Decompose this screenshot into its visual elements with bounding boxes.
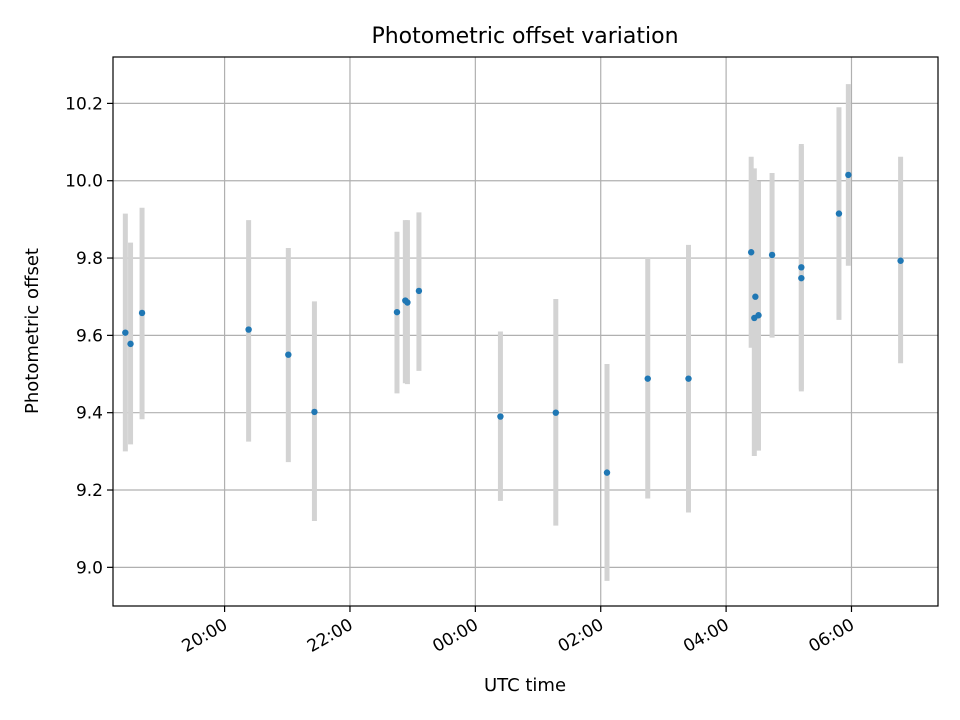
- y-tick-label: 10.2: [65, 94, 103, 114]
- data-point: [122, 329, 129, 336]
- data-point: [497, 413, 504, 420]
- y-tick-label: 9.0: [76, 558, 103, 578]
- y-tick-label: 10.0: [65, 172, 103, 192]
- data-point: [835, 210, 843, 217]
- data-point: [747, 249, 755, 256]
- data-point: [752, 293, 759, 300]
- data-point: [311, 408, 318, 416]
- data-point: [245, 326, 252, 333]
- data-point: [404, 299, 411, 306]
- y-tick-label: 9.4: [76, 404, 103, 424]
- data-point: [845, 171, 852, 179]
- data-point: [393, 308, 401, 316]
- data-point: [644, 375, 651, 382]
- data-point: [415, 287, 423, 295]
- chart-title: Photometric offset variation: [371, 24, 678, 49]
- data-point: [685, 375, 692, 382]
- data-point: [798, 274, 805, 282]
- x-axis-label: UTC time: [484, 675, 566, 696]
- plot-frame: [112, 56, 939, 607]
- data-point: [768, 251, 776, 259]
- y-tick-label: 9.8: [76, 249, 103, 269]
- data-point: [798, 264, 805, 271]
- y-axis-label: Photometric offset: [22, 248, 43, 414]
- data-point: [603, 469, 611, 476]
- data-point: [285, 351, 292, 358]
- point-layer: [122, 171, 904, 476]
- y-tick-label: 9.6: [76, 326, 103, 346]
- data-point: [755, 312, 762, 319]
- data-point: [127, 340, 134, 348]
- y-tick-label: 9.2: [76, 481, 103, 501]
- data-point: [138, 309, 146, 317]
- data-point: [552, 409, 560, 416]
- data-point: [897, 257, 904, 264]
